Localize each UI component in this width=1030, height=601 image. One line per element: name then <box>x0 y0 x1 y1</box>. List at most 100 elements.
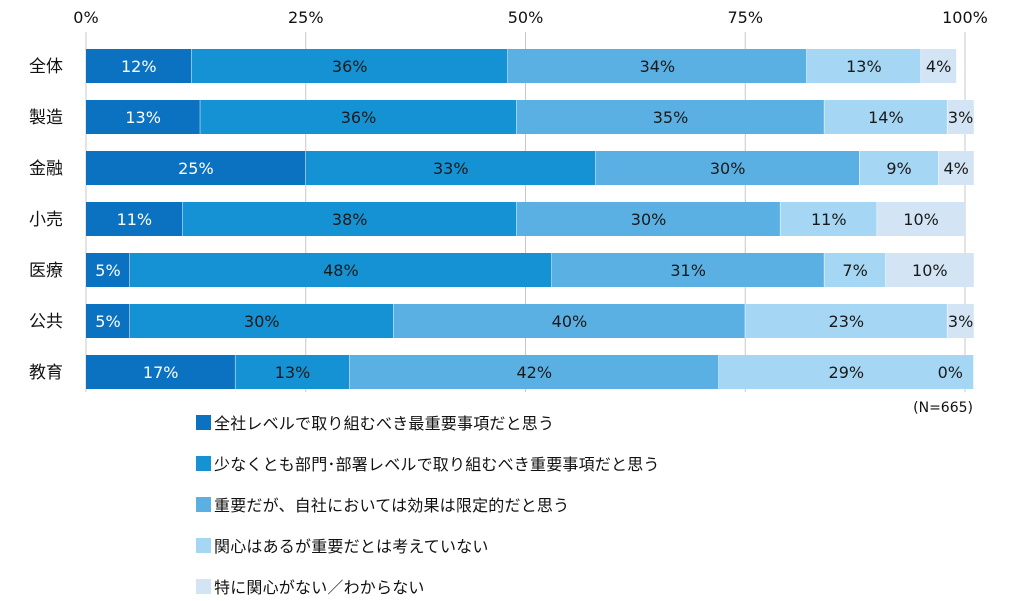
category-label: 医療 <box>29 261 63 281</box>
legend-swatch <box>196 414 211 430</box>
legend-swatch <box>196 496 211 512</box>
bar-segment <box>86 253 130 287</box>
category-label: 金融 <box>29 159 63 179</box>
legend-label: 全社レベルで取り組むべき最重要事項だと思う <box>214 414 555 433</box>
bars: 12% 36% 34% 13% 4% 13% 36% 35% 14% 3% 25% 33% 30% 9% 4… <box>86 49 975 389</box>
data-label: 14% <box>868 108 904 127</box>
data-label: 42% <box>517 363 553 382</box>
bar-segment <box>947 100 974 134</box>
data-label: 11% <box>117 210 153 229</box>
legend-label: 関心はあるが重要だとは考えていない <box>214 537 489 556</box>
data-label: 30% <box>631 210 667 229</box>
category-label: 全体 <box>29 57 63 77</box>
legend-label: 少なくとも部門･部署レベルで取り組むべき重要事項だと思う <box>214 455 660 474</box>
bar-segment <box>86 49 192 83</box>
bar-segment <box>86 151 306 185</box>
data-label: 31% <box>670 261 706 280</box>
category-label: 小売 <box>29 210 63 230</box>
bar-segment <box>182 202 517 236</box>
bar-segment <box>349 355 719 389</box>
legend-swatch <box>196 455 211 471</box>
data-label: 5% <box>95 312 120 331</box>
bar-segment <box>806 49 922 83</box>
data-label: 40% <box>552 312 588 331</box>
bar-segment <box>718 355 974 389</box>
bar-segment <box>938 151 974 185</box>
data-label: 33% <box>433 159 469 178</box>
bar-segment <box>305 151 596 185</box>
bar-segment <box>129 253 552 287</box>
bar-segment <box>947 304 974 338</box>
data-label: 23% <box>829 312 865 331</box>
data-label: 36% <box>341 108 377 127</box>
data-label: 0% <box>938 363 963 382</box>
x-tick-label: 50% <box>508 8 544 27</box>
bar-segment <box>235 355 350 389</box>
bar-segment <box>921 49 957 83</box>
data-label: 36% <box>332 57 368 76</box>
data-label: 35% <box>653 108 689 127</box>
x-tick-label: 100% <box>942 8 988 27</box>
bar-segment <box>824 100 948 134</box>
bar-segment <box>745 304 948 338</box>
bar-segment <box>516 202 781 236</box>
bar-segment <box>393 304 746 338</box>
data-label: 11% <box>811 210 847 229</box>
legend-item: 特に関心がない／わからない <box>196 574 660 598</box>
bar-segment <box>200 100 517 134</box>
data-label: 48% <box>323 261 359 280</box>
data-label: 4% <box>926 57 951 76</box>
sample-size-note: (N=665) <box>913 400 973 416</box>
bar-segment <box>191 49 508 83</box>
data-label: 30% <box>710 159 746 178</box>
data-label: 25% <box>178 159 214 178</box>
x-tick-label: 0% <box>73 8 98 27</box>
x-tick-label: 25% <box>288 8 324 27</box>
data-label: 13% <box>846 57 882 76</box>
category-label: 公共 <box>29 312 63 332</box>
x-tick-labels: 0% 25% 50% 75% 100% <box>73 8 988 27</box>
legend-item: 関心はあるが重要だとは考えていない <box>196 533 660 557</box>
bar-segment <box>507 49 807 83</box>
bar-segment <box>885 253 974 287</box>
data-label: 12% <box>121 57 157 76</box>
legend-item: 重要だが、自社においては効果は限定的だと思う <box>196 492 660 516</box>
bar-segment <box>129 304 394 338</box>
data-label: 3% <box>948 108 973 127</box>
legend: 全社レベルで取り組むべき最重要事項だと思う少なくとも部門･部署レベルで取り組むべ… <box>196 410 660 598</box>
data-label: 30% <box>244 312 280 331</box>
bar-segment <box>824 253 886 287</box>
data-label: 13% <box>275 363 311 382</box>
x-tick-label: 75% <box>727 8 763 27</box>
data-label: 5% <box>95 261 120 280</box>
legend-label: 重要だが、自社においては効果は限定的だと思う <box>214 496 570 515</box>
legend-swatch <box>196 578 211 594</box>
category-label: 教育 <box>29 363 63 383</box>
data-label: 9% <box>886 159 911 178</box>
bar-segment <box>86 100 201 134</box>
data-label: 7% <box>842 261 867 280</box>
data-label: 4% <box>944 159 969 178</box>
legend-item: 全社レベルで取り組むべき最重要事項だと思う <box>196 410 660 434</box>
data-label: 38% <box>332 210 368 229</box>
bar-segment <box>877 202 965 236</box>
data-label: 13% <box>125 108 161 127</box>
bar-segment <box>859 151 939 185</box>
data-label: 17% <box>143 363 179 382</box>
bar-segment <box>516 100 825 134</box>
data-label: 10% <box>903 210 939 229</box>
data-label: 3% <box>948 312 973 331</box>
data-label: 10% <box>912 261 948 280</box>
bar-segment <box>86 355 236 389</box>
data-label: 34% <box>640 57 676 76</box>
bar-segment <box>551 253 825 287</box>
bar-segment <box>86 304 130 338</box>
bar-segment <box>595 151 860 185</box>
legend-item: 少なくとも部門･部署レベルで取り組むべき重要事項だと思う <box>196 451 660 475</box>
bar-segment <box>780 202 878 236</box>
data-label: 29% <box>829 363 865 382</box>
legend-swatch <box>196 537 211 553</box>
category-label: 製造 <box>29 108 63 128</box>
